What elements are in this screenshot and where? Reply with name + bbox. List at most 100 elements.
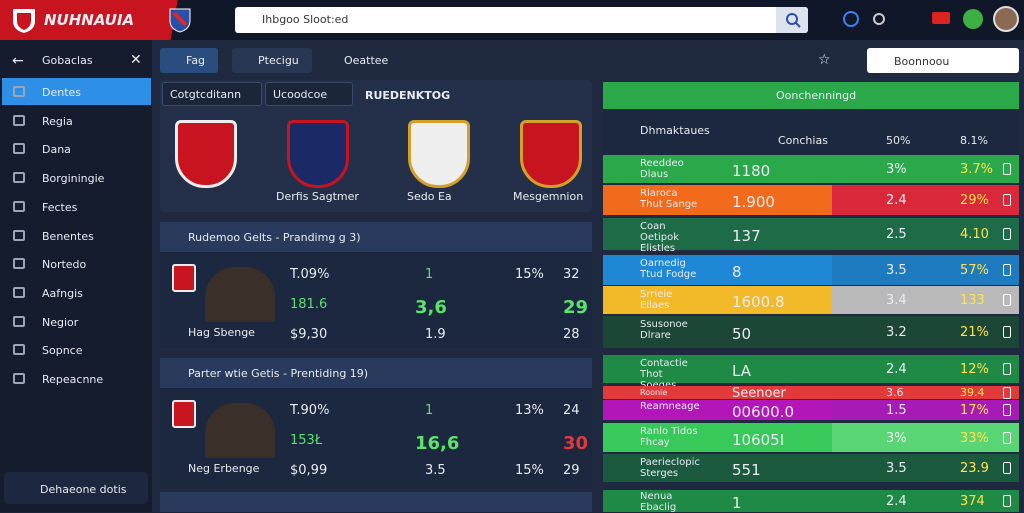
match-cell: 32 bbox=[563, 267, 580, 282]
match-cell: 13% bbox=[515, 403, 544, 418]
close-icon[interactable]: ✕ bbox=[130, 52, 142, 68]
match-crest bbox=[172, 400, 196, 428]
filter-label[interactable]: Cotgtcditann bbox=[170, 88, 242, 101]
row-icon[interactable] bbox=[1003, 404, 1011, 416]
search-right-text[interactable]: Boonnoou bbox=[894, 55, 950, 68]
flag-icon[interactable] bbox=[932, 12, 950, 24]
right-title: Oonchenningd bbox=[776, 89, 857, 102]
row-a: 3.2 bbox=[886, 325, 907, 340]
player-photo bbox=[205, 267, 275, 322]
odds-row[interactable] bbox=[603, 386, 1019, 399]
row-icon[interactable] bbox=[1003, 386, 1011, 399]
row-icon[interactable] bbox=[1003, 228, 1011, 240]
sidebar-footer[interactable] bbox=[4, 472, 148, 504]
row-icon[interactable] bbox=[1003, 326, 1011, 338]
sidebar-icon bbox=[13, 143, 25, 155]
odds-row[interactable] bbox=[603, 490, 1019, 512]
match-cell: $9,30 bbox=[290, 327, 328, 342]
team-crest bbox=[520, 120, 582, 188]
row-icon[interactable] bbox=[1003, 163, 1011, 175]
toolbar-label[interactable]: Oeattee bbox=[344, 54, 389, 67]
sidebar-item[interactable]: Nortedo bbox=[42, 258, 87, 272]
match-label: Hag Sbenge bbox=[188, 326, 255, 339]
search-right-box[interactable] bbox=[867, 48, 1019, 73]
filter-label[interactable]: Ucoodcoe bbox=[273, 88, 328, 101]
toolbar-button[interactable] bbox=[232, 48, 312, 73]
match-cell: 181.6 bbox=[290, 297, 328, 312]
odds-row[interactable] bbox=[603, 316, 1019, 348]
sidebar-icon bbox=[13, 286, 25, 298]
icon-star[interactable]: ☆ bbox=[818, 52, 831, 68]
status-icon[interactable] bbox=[963, 9, 983, 29]
odds-row[interactable] bbox=[603, 286, 1019, 314]
toolbar-label[interactable]: Ptecigu bbox=[258, 54, 299, 67]
row-icon[interactable] bbox=[1003, 294, 1011, 306]
odds-row[interactable] bbox=[603, 255, 1019, 285]
match-header bbox=[160, 358, 592, 388]
row-name: Ssusonoe Dlrare bbox=[640, 319, 688, 341]
odds-row[interactable] bbox=[603, 218, 1019, 250]
sidebar-item-active[interactable] bbox=[2, 78, 151, 105]
match-cell: 1 bbox=[425, 267, 434, 282]
logo-text: NUHNAUIA bbox=[44, 11, 135, 29]
row-a: 2.5 bbox=[886, 227, 907, 242]
sidebar-item[interactable]: Negior bbox=[42, 315, 79, 329]
club-icon bbox=[169, 8, 191, 33]
row-value: 50 bbox=[732, 325, 752, 343]
search-button[interactable] bbox=[776, 7, 808, 33]
row-value: 1.900 bbox=[732, 193, 775, 211]
column-header: 50% bbox=[886, 134, 911, 147]
sidebar-item[interactable]: Dana bbox=[42, 143, 71, 157]
odds-row[interactable] bbox=[603, 185, 1019, 215]
sidebar-item[interactable]: Regia bbox=[42, 114, 73, 128]
search-box[interactable] bbox=[235, 7, 808, 33]
sidebar-icon bbox=[13, 315, 25, 327]
match-title: Rudemoo Gelts - Prandimg g 3) bbox=[188, 231, 361, 244]
sidebar-item[interactable]: Dentes bbox=[42, 86, 82, 99]
match-cell: 29 bbox=[563, 297, 589, 318]
row-icon[interactable] bbox=[1003, 363, 1011, 375]
odds-row[interactable] bbox=[603, 454, 1019, 482]
toolbar-label[interactable]: Fag bbox=[186, 54, 206, 67]
row-icon[interactable] bbox=[1003, 264, 1011, 276]
row-value: 00600.0 bbox=[732, 403, 795, 421]
match-cell: 15% bbox=[515, 463, 544, 478]
row-name: Paerieclopic Sterges bbox=[640, 457, 700, 479]
right-header bbox=[603, 82, 1019, 109]
sidebar-item[interactable]: Repeacnne bbox=[42, 373, 104, 386]
row-icon[interactable] bbox=[1003, 462, 1011, 474]
logo-icon bbox=[13, 9, 35, 33]
sidebar-item[interactable]: Benentes bbox=[42, 229, 94, 243]
row-icon[interactable] bbox=[1003, 431, 1011, 444]
row-a: 2.4 bbox=[886, 494, 907, 509]
back-icon[interactable]: ← bbox=[12, 53, 24, 69]
match-cell: 153Ł bbox=[290, 433, 323, 448]
row-icon[interactable] bbox=[1003, 194, 1011, 206]
sidebar-item[interactable]: Aafngis bbox=[42, 286, 83, 300]
odds-row[interactable] bbox=[603, 355, 1019, 383]
avatar[interactable] bbox=[993, 6, 1019, 32]
filter-dropdown[interactable] bbox=[162, 82, 262, 106]
filter-dropdown[interactable] bbox=[265, 82, 353, 106]
row-b: 4.10 bbox=[960, 227, 989, 242]
row-value: Seenoer bbox=[732, 385, 786, 401]
row-b: 33% bbox=[960, 430, 989, 446]
row-b: 12% bbox=[960, 362, 989, 377]
row-name: Ranlo Tidos Fhcay bbox=[640, 426, 698, 448]
odds-row[interactable] bbox=[603, 155, 1019, 183]
match-title: Parter wtie Getis - Prentiding 19) bbox=[188, 367, 369, 380]
odds-row[interactable] bbox=[603, 423, 1019, 452]
sidebar-item[interactable]: Borginingie bbox=[42, 172, 105, 186]
match-cell: 1 bbox=[425, 403, 434, 418]
row-icon[interactable] bbox=[1003, 495, 1011, 507]
settings-icon[interactable] bbox=[873, 13, 885, 25]
sidebar-item[interactable]: Fectes bbox=[42, 200, 78, 214]
row-value: 8 bbox=[732, 263, 742, 281]
sidebar-item[interactable]: Sopnce bbox=[42, 344, 83, 358]
toolbar-button[interactable] bbox=[160, 48, 218, 73]
notif-icon[interactable] bbox=[843, 11, 859, 27]
odds-row[interactable] bbox=[603, 400, 1019, 420]
row-a: 1.5 bbox=[886, 403, 907, 418]
match-cell: 30 bbox=[563, 433, 589, 454]
row-a: 3% bbox=[886, 430, 907, 446]
